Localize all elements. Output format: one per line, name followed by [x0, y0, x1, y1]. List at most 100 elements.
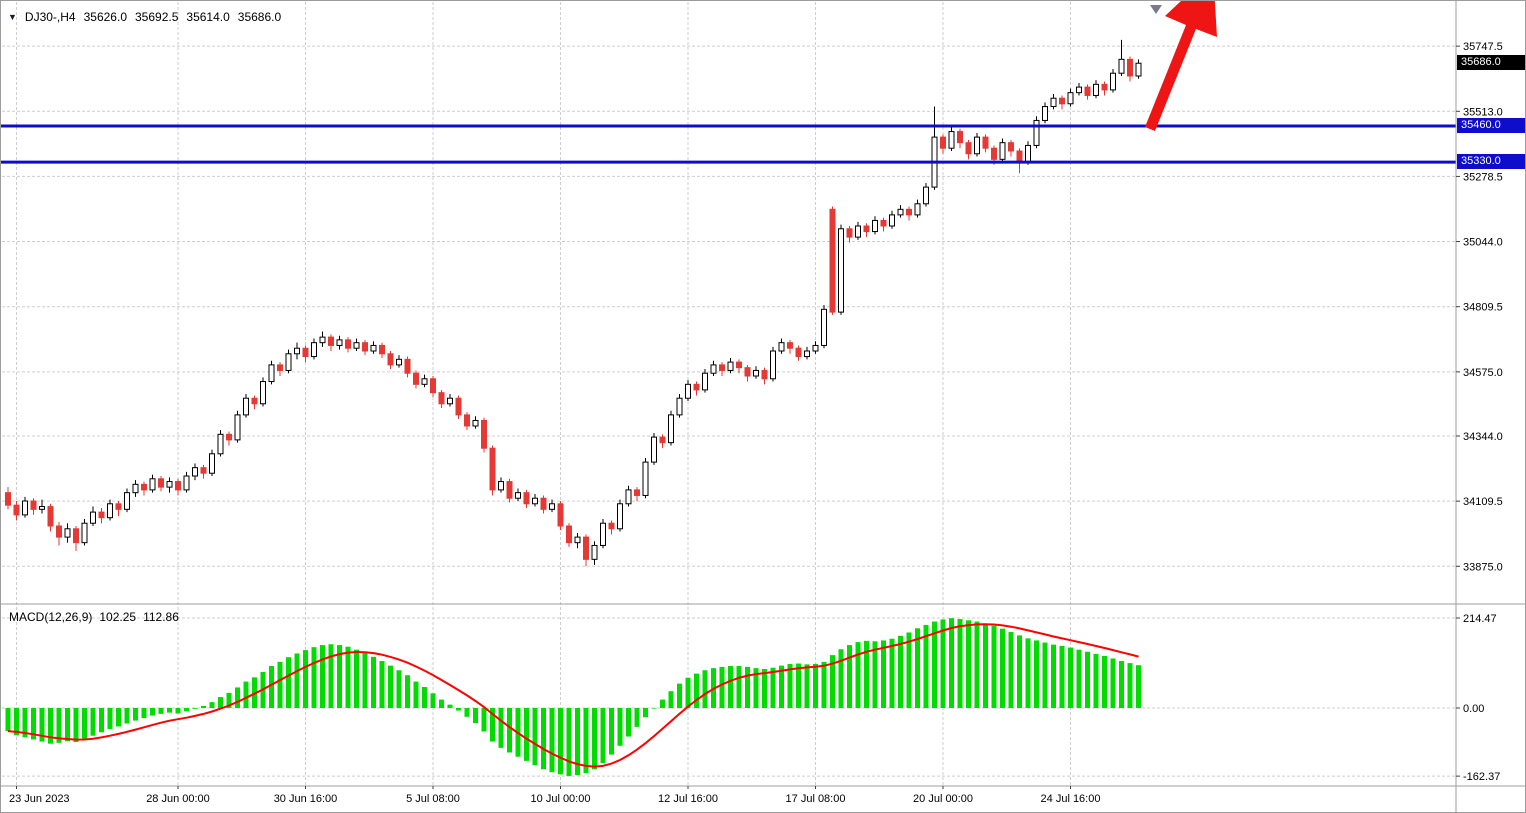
macd-bar: [583, 708, 589, 774]
macd-bar: [56, 708, 62, 743]
macd-bar: [31, 708, 36, 740]
macd-bar: [490, 708, 495, 742]
macd-bar: [643, 708, 648, 718]
macd-bar: [796, 663, 801, 708]
candle-body: [1110, 72, 1116, 91]
candle-body: [90, 511, 96, 524]
macd-bar: [881, 640, 886, 708]
chart-shift-marker-icon[interactable]: [1150, 5, 1162, 14]
svg-text:33875.0: 33875.0: [1463, 561, 1503, 573]
candle-body: [336, 339, 343, 346]
macd-bar: [243, 681, 249, 708]
macd-main-value: 102.25: [99, 610, 137, 624]
candle-body: [770, 350, 776, 380]
macd-bar: [277, 661, 283, 708]
macd-bar: [294, 653, 300, 708]
macd-bar: [1068, 647, 1073, 708]
macd-bar: [235, 687, 240, 708]
candle-body: [727, 361, 734, 371]
macd-bar: [660, 699, 665, 708]
macd-bar: [99, 708, 104, 733]
candle-body: [1101, 83, 1108, 91]
macd-bar: [269, 666, 274, 708]
candle-body: [702, 372, 708, 391]
macd-bar: [787, 663, 793, 708]
macd-bar: [345, 646, 351, 708]
macd-bar: [14, 708, 19, 736]
candle-body: [1118, 58, 1125, 74]
candle-body: [982, 136, 989, 149]
candle-body: [260, 381, 266, 405]
macd-bar: [1119, 661, 1124, 708]
symbol-dropdown-icon[interactable]: ▼: [8, 12, 17, 22]
candle-body: [1050, 97, 1057, 108]
candle-body: [642, 461, 649, 496]
candle-body: [1093, 83, 1099, 96]
candle-body: [328, 336, 334, 346]
macd-bar: [745, 666, 750, 708]
macd-bar: [167, 708, 172, 713]
candle-body: [1025, 144, 1031, 163]
macd-bar: [1110, 658, 1116, 708]
macd-bar: [507, 708, 512, 753]
time-axis-labels[interactable]: 23 Jun 2023 28 Jun 00:00 30 Jun 16:00 5 Jul…: [9, 786, 1100, 805]
svg-text:5 Jul 08:00: 5 Jul 08:00: [406, 793, 460, 805]
candle-body: [1016, 150, 1023, 163]
svg-text:28 Jun 00:00: 28 Jun 00:00: [146, 793, 210, 805]
candle-body: [200, 467, 207, 474]
macd-bar: [830, 655, 835, 708]
macd-bar: [991, 625, 997, 708]
svg-text:34575.0: 34575.0: [1463, 367, 1503, 379]
macd-bar: [1042, 642, 1048, 708]
macd-bar: [974, 621, 980, 708]
candle-body: [447, 397, 453, 405]
svg-text:35513.0: 35513.0: [1463, 106, 1503, 118]
candle-body: [974, 136, 980, 155]
candle-body: [991, 147, 997, 160]
macd-bar: [677, 683, 682, 708]
price-axis-labels: 35747.5 35513.0 35278.5 35044.0 34809.5 34575…: [1456, 41, 1503, 783]
current-price-badge: 35686.0: [1457, 55, 1525, 71]
candle-body: [744, 367, 751, 377]
macd-bar: [847, 645, 852, 708]
macd-bar: [422, 687, 427, 708]
macd-bar: [736, 666, 742, 708]
trend-arrow-icon[interactable]: [1145, 1, 1217, 131]
candle-body: [498, 481, 504, 491]
macd-bar: [932, 621, 937, 708]
macd-histogram: [5, 618, 1141, 776]
macd-bar: [1102, 655, 1107, 708]
candle-body: [319, 336, 326, 344]
candle-body: [1033, 119, 1040, 146]
candle-body: [430, 378, 436, 394]
candle-body: [39, 506, 45, 510]
candles-layer: [5, 39, 1142, 567]
candle-body: [81, 522, 88, 544]
svg-text:34809.5: 34809.5: [1463, 302, 1503, 314]
candle-body: [540, 497, 547, 510]
macd-bar: [175, 708, 181, 714]
candle-body: [600, 522, 606, 546]
svg-text:-162.37: -162.37: [1463, 771, 1500, 783]
candle-body: [710, 364, 717, 374]
candle-body: [693, 383, 700, 391]
macd-bar: [1034, 640, 1039, 708]
candle-body: [719, 364, 725, 371]
macd-name: MACD(12,26,9): [9, 610, 93, 624]
macd-bar: [209, 702, 215, 708]
macd-bar: [405, 675, 410, 708]
macd-bar: [439, 699, 444, 708]
svg-text:214.47: 214.47: [1463, 613, 1497, 625]
candle-body: [668, 414, 674, 444]
macd-bar: [388, 665, 393, 708]
macd-bar: [1008, 632, 1014, 708]
candle-body: [277, 364, 283, 371]
macd-bar: [413, 681, 419, 708]
macd-bar: [48, 708, 53, 744]
candle-body: [98, 511, 105, 519]
macd-bar: [1136, 665, 1141, 708]
macd-bar: [532, 708, 538, 766]
ohlc-open: 35626.0: [83, 10, 127, 24]
candle-body: [268, 364, 275, 383]
